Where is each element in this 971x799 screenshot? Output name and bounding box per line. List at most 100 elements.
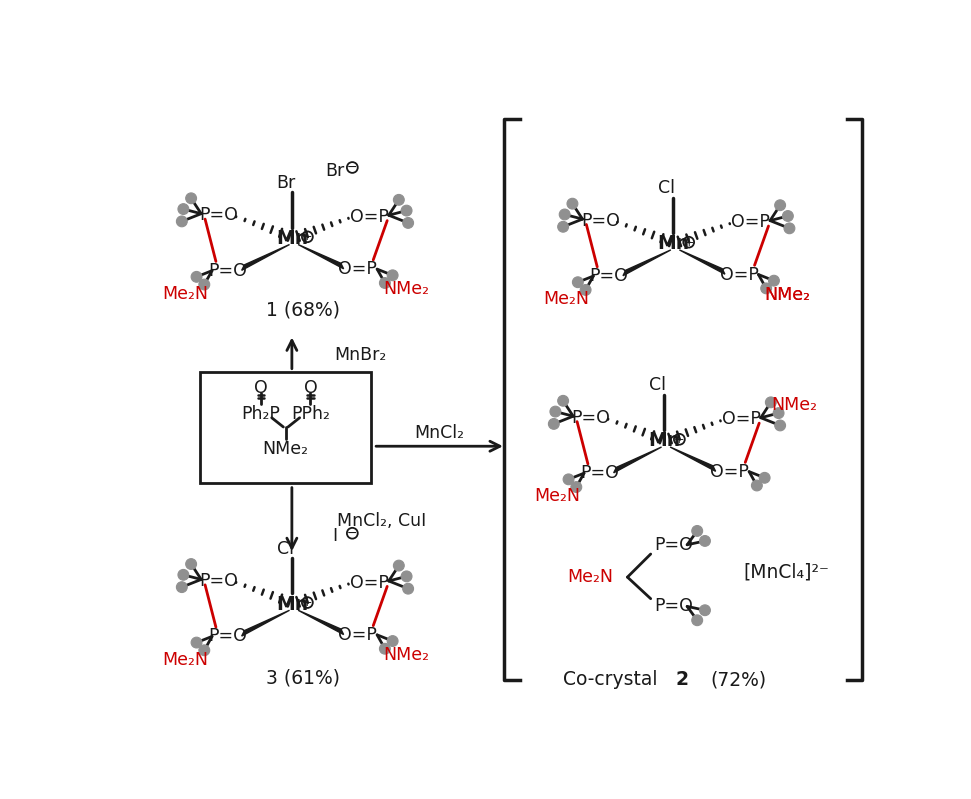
Text: Me₂N: Me₂N [543,290,589,308]
Text: P=O: P=O [208,261,247,280]
Circle shape [401,205,412,216]
Text: P=O: P=O [654,536,693,554]
Polygon shape [298,610,344,634]
Text: P=O: P=O [200,572,239,590]
Text: −: − [347,161,357,174]
Circle shape [563,474,574,485]
Circle shape [185,193,196,204]
Circle shape [191,272,202,282]
Text: MnCl₂, CuI: MnCl₂, CuI [337,512,426,530]
Text: O=P: O=P [721,410,761,428]
Circle shape [567,198,578,209]
Circle shape [691,615,703,626]
Text: 1 (68%): 1 (68%) [266,300,341,320]
Circle shape [775,200,786,211]
Polygon shape [200,372,371,483]
Circle shape [765,397,776,407]
Text: −: − [347,527,357,540]
Text: Me₂N: Me₂N [162,650,208,669]
Circle shape [573,276,584,288]
Circle shape [752,480,762,491]
Text: NMe₂: NMe₂ [263,439,309,458]
Circle shape [393,560,404,571]
Text: MnBr₂: MnBr₂ [334,346,386,364]
Text: 2: 2 [676,670,689,689]
Circle shape [557,221,569,233]
Circle shape [760,283,772,294]
Polygon shape [623,250,671,276]
Circle shape [393,194,404,205]
Text: (72%): (72%) [711,670,766,689]
Circle shape [768,276,780,286]
Text: Mn: Mn [276,229,308,248]
Text: O=P: O=P [350,574,388,591]
Circle shape [775,420,786,431]
Circle shape [199,645,210,656]
Text: NMe₂: NMe₂ [383,280,429,298]
Polygon shape [242,244,289,270]
Text: NMe₂: NMe₂ [383,646,429,664]
Text: +: + [674,433,685,446]
Text: O: O [254,380,268,397]
Text: Me₂N: Me₂N [534,487,580,505]
Text: P=O: P=O [200,206,239,225]
Text: O: O [304,380,318,397]
Circle shape [403,583,414,594]
Text: P=O: P=O [572,409,611,427]
Text: Cl: Cl [650,376,666,395]
Text: +: + [302,230,313,243]
Text: Cl: Cl [277,539,294,558]
Text: Mn: Mn [657,234,689,253]
Text: O=P: O=P [350,208,388,226]
Text: +: + [684,236,694,248]
Text: Ph₂P: Ph₂P [242,405,281,423]
Polygon shape [614,447,661,473]
Text: Mn: Mn [648,431,680,451]
Text: I: I [332,527,337,546]
Polygon shape [670,447,716,471]
Circle shape [773,407,784,419]
Circle shape [177,582,187,593]
Circle shape [177,216,187,227]
Text: Mn: Mn [276,594,308,614]
Text: P=O: P=O [208,627,247,646]
Text: O=P: O=P [338,626,377,644]
Circle shape [387,636,398,646]
Polygon shape [298,244,344,268]
Circle shape [178,204,188,214]
Text: MnCl₂: MnCl₂ [414,424,464,442]
Text: Br: Br [276,174,295,192]
Circle shape [759,472,770,483]
Circle shape [783,211,793,221]
Circle shape [387,270,398,280]
Circle shape [178,570,188,580]
Text: 3 (61%): 3 (61%) [266,669,341,687]
Polygon shape [680,250,725,274]
Circle shape [691,526,703,536]
Text: Co-crystal: Co-crystal [563,670,664,689]
Text: Br: Br [325,161,344,180]
Text: +: + [302,596,313,609]
Circle shape [550,406,561,417]
Circle shape [380,277,390,288]
Circle shape [401,571,412,582]
Text: NMe₂: NMe₂ [764,285,810,304]
Text: Cl: Cl [658,179,676,197]
Circle shape [571,482,582,492]
Circle shape [380,643,390,654]
Circle shape [699,535,711,547]
Circle shape [191,637,202,648]
Text: PPh₂: PPh₂ [291,405,330,423]
Text: O=P: O=P [720,265,758,284]
Text: P=O: P=O [654,598,693,615]
Text: P=O: P=O [581,212,619,229]
Circle shape [784,223,795,234]
Circle shape [549,419,559,429]
Polygon shape [242,610,289,636]
Text: NMe₂: NMe₂ [764,285,810,304]
Text: O=P: O=P [731,213,770,231]
Text: O=P: O=P [711,463,750,481]
Circle shape [699,605,711,616]
Text: P=O: P=O [589,267,628,285]
Circle shape [403,217,414,229]
